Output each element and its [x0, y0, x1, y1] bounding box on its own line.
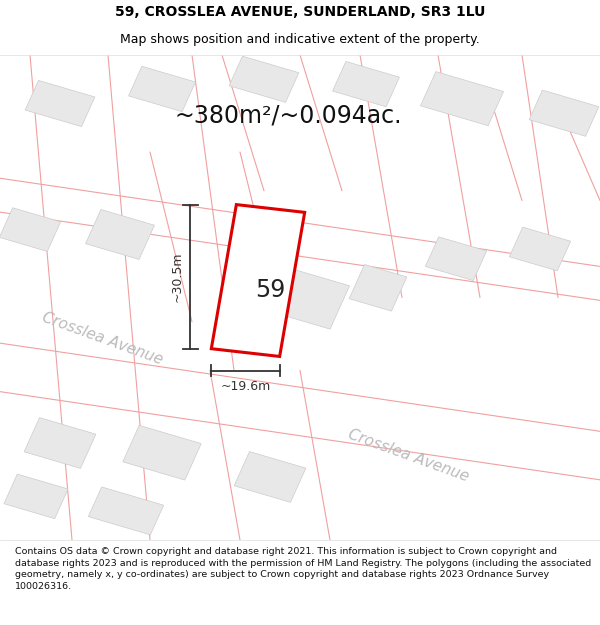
Text: Contains OS data © Crown copyright and database right 2021. This information is : Contains OS data © Crown copyright and d… [15, 547, 591, 591]
Polygon shape [0, 337, 600, 481]
Text: 59, CROSSLEA AVENUE, SUNDERLAND, SR3 1LU: 59, CROSSLEA AVENUE, SUNDERLAND, SR3 1LU [115, 5, 485, 19]
Text: 59: 59 [255, 278, 285, 302]
Polygon shape [86, 209, 154, 259]
Text: ~19.6m: ~19.6m [220, 379, 271, 392]
Polygon shape [88, 487, 164, 535]
Polygon shape [128, 66, 196, 112]
Polygon shape [421, 72, 503, 126]
Polygon shape [211, 204, 305, 356]
Text: Crosslea Avenue: Crosslea Avenue [346, 426, 470, 484]
Text: Crosslea Avenue: Crosslea Avenue [40, 310, 164, 368]
Polygon shape [234, 452, 306, 503]
Polygon shape [25, 81, 95, 127]
Text: Map shows position and indicative extent of the property.: Map shows position and indicative extent… [120, 33, 480, 46]
Polygon shape [425, 237, 487, 281]
Polygon shape [529, 90, 599, 136]
Polygon shape [332, 61, 400, 107]
Polygon shape [509, 227, 571, 271]
Polygon shape [24, 418, 96, 468]
Text: ~30.5m: ~30.5m [170, 251, 184, 302]
Polygon shape [0, 208, 61, 251]
Polygon shape [229, 56, 299, 102]
Polygon shape [4, 474, 68, 519]
Polygon shape [262, 266, 350, 329]
Polygon shape [349, 264, 407, 311]
Text: ~380m²/~0.094ac.: ~380m²/~0.094ac. [174, 104, 402, 127]
Polygon shape [123, 426, 201, 480]
Polygon shape [0, 174, 600, 304]
